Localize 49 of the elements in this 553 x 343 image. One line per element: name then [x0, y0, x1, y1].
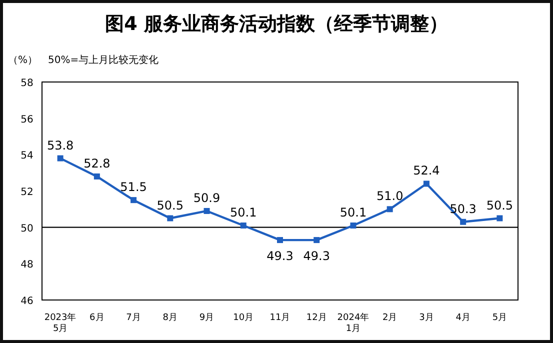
- point: [496, 215, 503, 222]
- point: [130, 197, 137, 204]
- x-tick-label: 9月: [199, 313, 214, 323]
- y-tick-label: 52: [20, 187, 34, 198]
- data-label: 53.8: [46, 138, 74, 152]
- x-tick-label: 3月: [419, 313, 434, 323]
- point: [314, 237, 320, 244]
- point: [204, 208, 210, 214]
- data-label: 52.8: [84, 156, 110, 170]
- x-tick-label: 12月: [306, 313, 327, 323]
- y-tick-label: 46: [20, 296, 34, 307]
- x-tick-label: 5月: [492, 313, 508, 323]
- data-label: 49.3: [266, 249, 294, 264]
- data-label: 50.9: [193, 190, 220, 205]
- point: [460, 218, 466, 225]
- x-tick-label: 2023年 5月: [44, 312, 76, 334]
- data-label: 51.0: [376, 189, 404, 204]
- point: [423, 180, 430, 187]
- data-label: 50.3: [450, 202, 476, 216]
- y-tick-label: 54: [20, 150, 34, 162]
- data-label: 50.1: [340, 206, 367, 220]
- point: [386, 206, 393, 212]
- text: 50%=与上月比较无变化: [48, 54, 159, 66]
- data-label: 50.5: [156, 198, 184, 212]
- x-tick-label: 8月: [162, 313, 178, 323]
- x-tick-label: 2024年 1月: [337, 312, 370, 334]
- data-label: 50.1: [230, 206, 257, 220]
- data-label: 51.5: [120, 180, 147, 194]
- point: [240, 222, 246, 229]
- data-label: 50.5: [486, 198, 514, 212]
- x-tick-label: 6月: [90, 313, 104, 323]
- point: [277, 237, 283, 244]
- y-tick-label: 58: [20, 78, 34, 89]
- point: [167, 215, 174, 222]
- data-label: 52.4: [413, 164, 440, 178]
- y-tick-label: 50: [20, 223, 34, 234]
- x-tick-label: 2月: [382, 313, 398, 323]
- point: [350, 222, 356, 229]
- chart-title: 图4 服务业商务活动指数（经季节调整）: [105, 13, 448, 35]
- x-tick-label: 7月: [126, 313, 141, 323]
- point: [94, 173, 100, 180]
- point: [57, 155, 64, 162]
- y-axis-title: （%）: [8, 55, 38, 66]
- data-label: 49.3: [303, 249, 330, 264]
- y-tick-label: 48: [20, 260, 34, 271]
- x-tick-label: 10月: [233, 313, 254, 323]
- x-tick-label: 4月: [456, 313, 470, 323]
- x-tick-label: 11月: [270, 313, 290, 323]
- y-tick-label: 56: [20, 114, 34, 126]
